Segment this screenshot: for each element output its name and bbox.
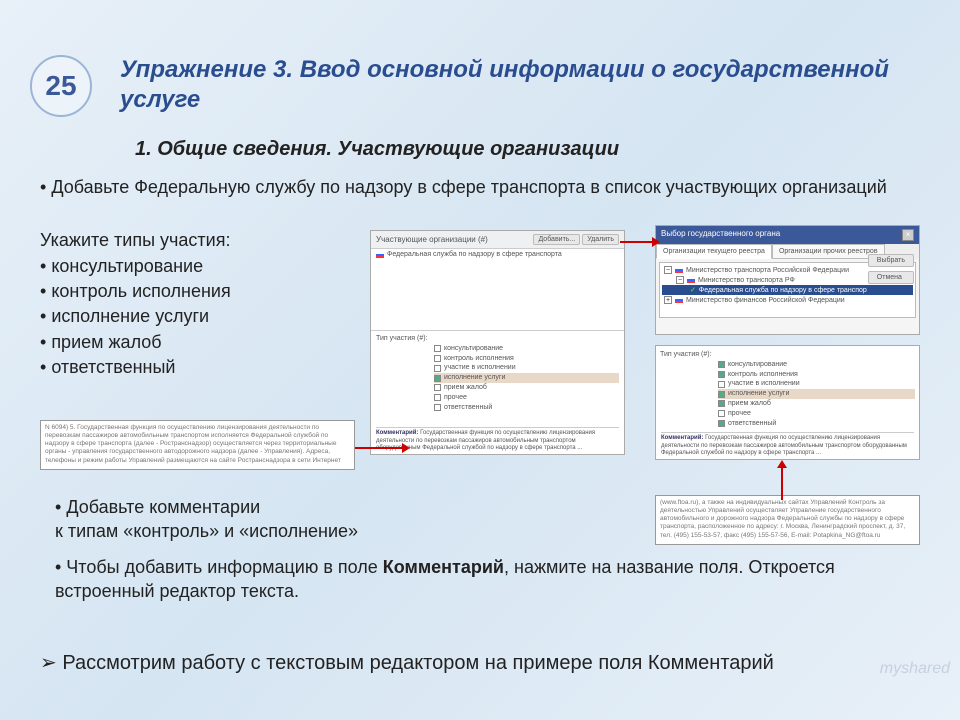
instruction-2: • Добавьте комментарии к типам «контроль… <box>55 495 615 544</box>
select-button[interactable]: Выбрать <box>868 254 914 267</box>
main-title: Упражнение 3. Ввод основной информации о… <box>120 55 930 115</box>
panel-header: Участвующие организации (#) Добавить... … <box>371 231 624 249</box>
checkbox[interactable] <box>434 404 441 411</box>
flag-icon <box>675 267 683 273</box>
chk-label: контроль исполнения <box>444 354 514 364</box>
checkbox[interactable] <box>434 394 441 401</box>
checkbox[interactable] <box>434 355 441 362</box>
arrow-icon <box>620 232 660 252</box>
chk-label: прочее <box>728 409 751 419</box>
checkbox[interactable] <box>718 361 725 368</box>
chk-label: ответственный <box>728 419 776 429</box>
instruction-1-text: Добавьте Федеральную службу по надзору в… <box>51 177 887 197</box>
tree-label: Министерство транспорта РФ <box>698 277 795 284</box>
page-number: 25 <box>30 55 92 117</box>
screenshot-org-panel: Участвующие организации (#) Добавить... … <box>370 230 625 455</box>
chk-label: консультирование <box>728 360 787 370</box>
dialog-title: Выбор государственного органа <box>661 229 780 241</box>
type-label: Тип участия (#): <box>660 350 715 360</box>
type-checklist: Тип участия (#): консультирование контро… <box>371 330 624 415</box>
footer-note: Рассмотрим работу с текстовым редактором… <box>40 650 900 675</box>
checkbox[interactable] <box>718 391 725 398</box>
dialog-titlebar: Выбор государственного органа × <box>656 226 919 244</box>
chk-label: контроль исполнения <box>728 370 798 380</box>
cancel-button[interactable]: Отмена <box>868 271 914 284</box>
instruction-3: • Чтобы добавить информацию в поле Комме… <box>55 555 920 604</box>
chk-label: ответственный <box>444 403 492 413</box>
expand-icon[interactable]: + <box>664 296 672 304</box>
subtitle: 1. Общие сведения. Участвующие организац… <box>135 138 619 161</box>
flag-icon <box>376 252 384 258</box>
checkbox[interactable] <box>434 365 441 372</box>
instr2-line1: Добавьте комментарии <box>66 497 260 517</box>
type-item: ответственный <box>40 355 360 380</box>
type-item: контроль исполнения <box>40 279 360 304</box>
tree-row[interactable]: ✓Федеральная служба по надзору в сфере т… <box>662 285 913 295</box>
tree-label: Министерство финансов Российской Федерац… <box>686 297 845 304</box>
dialog-buttons: Выбрать Отмена <box>868 254 914 284</box>
types-heading: Укажите типы участия: <box>40 230 360 251</box>
title-block: Упражнение 3. Ввод основной информации о… <box>120 55 930 115</box>
close-icon[interactable]: × <box>902 229 914 241</box>
comment-label: Комментарий: <box>661 435 703 441</box>
chk-label: консультирование <box>444 344 503 354</box>
comment-label: Комментарий: <box>376 430 418 436</box>
tree-row[interactable]: + Министерство финансов Российской Федера… <box>662 295 913 305</box>
checkbox[interactable] <box>434 384 441 391</box>
panel-comment: Комментарий: Государственная функция по … <box>661 432 914 457</box>
chk-label: исполнение услуги <box>444 373 505 383</box>
panel-comment: Комментарий: Государственная функция по … <box>376 427 619 452</box>
chk-label: прочее <box>444 393 467 403</box>
flag-icon <box>687 277 695 283</box>
add-button[interactable]: Добавить... <box>533 234 580 245</box>
checkbox[interactable] <box>718 381 725 388</box>
type-label: Тип участия (#): <box>376 334 431 344</box>
tree-label: Федеральная служба по надзору в сфере тр… <box>699 287 867 294</box>
text-snippet-left: N 6094) 5. Государственная функция по ос… <box>40 420 355 470</box>
chk-label: участие в исполнении <box>444 363 516 373</box>
expand-icon[interactable]: − <box>676 276 684 284</box>
checkbox[interactable] <box>718 400 725 407</box>
check-icon: ✓ <box>690 286 696 294</box>
dialog-tab[interactable]: Организации текущего реестра <box>656 244 772 259</box>
checkbox[interactable] <box>434 345 441 352</box>
chk-label: исполнение услуги <box>728 389 789 399</box>
participation-types: Укажите типы участия: консультирование к… <box>40 230 360 380</box>
checkbox[interactable] <box>718 410 725 417</box>
instruction-1: • Добавьте Федеральную службу по надзору… <box>40 175 920 199</box>
type-item: консультирование <box>40 254 360 279</box>
type-item: исполнение услуги <box>40 304 360 329</box>
chk-label: прием жалоб <box>728 399 771 409</box>
instr2-line2: к типам «контроль» и «исполнение» <box>55 521 358 541</box>
chk-label: участие в исполнении <box>728 379 800 389</box>
tree-label: Министерство транспорта Российской Федер… <box>686 267 849 274</box>
org-row-label: Федеральная служба по надзору в сфере тр… <box>387 251 562 258</box>
delete-button[interactable]: Удалить <box>582 234 619 245</box>
type-item: прием жалоб <box>40 330 360 355</box>
panel-header-label: Участвующие организации (#) <box>376 235 488 244</box>
org-row[interactable]: Федеральная служба по надзору в сфере тр… <box>371 249 624 260</box>
chk-label: прием жалоб <box>444 383 487 393</box>
screenshot-checklist-right: Тип участия (#): консультирование контро… <box>655 345 920 460</box>
checkbox[interactable] <box>718 420 725 427</box>
arrow-icon <box>775 460 789 500</box>
checkbox[interactable] <box>718 371 725 378</box>
screenshot-dialog: Выбор государственного органа × Организа… <box>655 225 920 335</box>
text-snippet-right: (www.ftoa.ru), а также на индивидуальных… <box>655 495 920 545</box>
watermark: myshared <box>880 660 950 678</box>
expand-icon[interactable]: − <box>664 266 672 274</box>
types-list: консультирование контроль исполнения исп… <box>40 254 360 380</box>
checkbox[interactable] <box>434 375 441 382</box>
flag-icon <box>675 297 683 303</box>
